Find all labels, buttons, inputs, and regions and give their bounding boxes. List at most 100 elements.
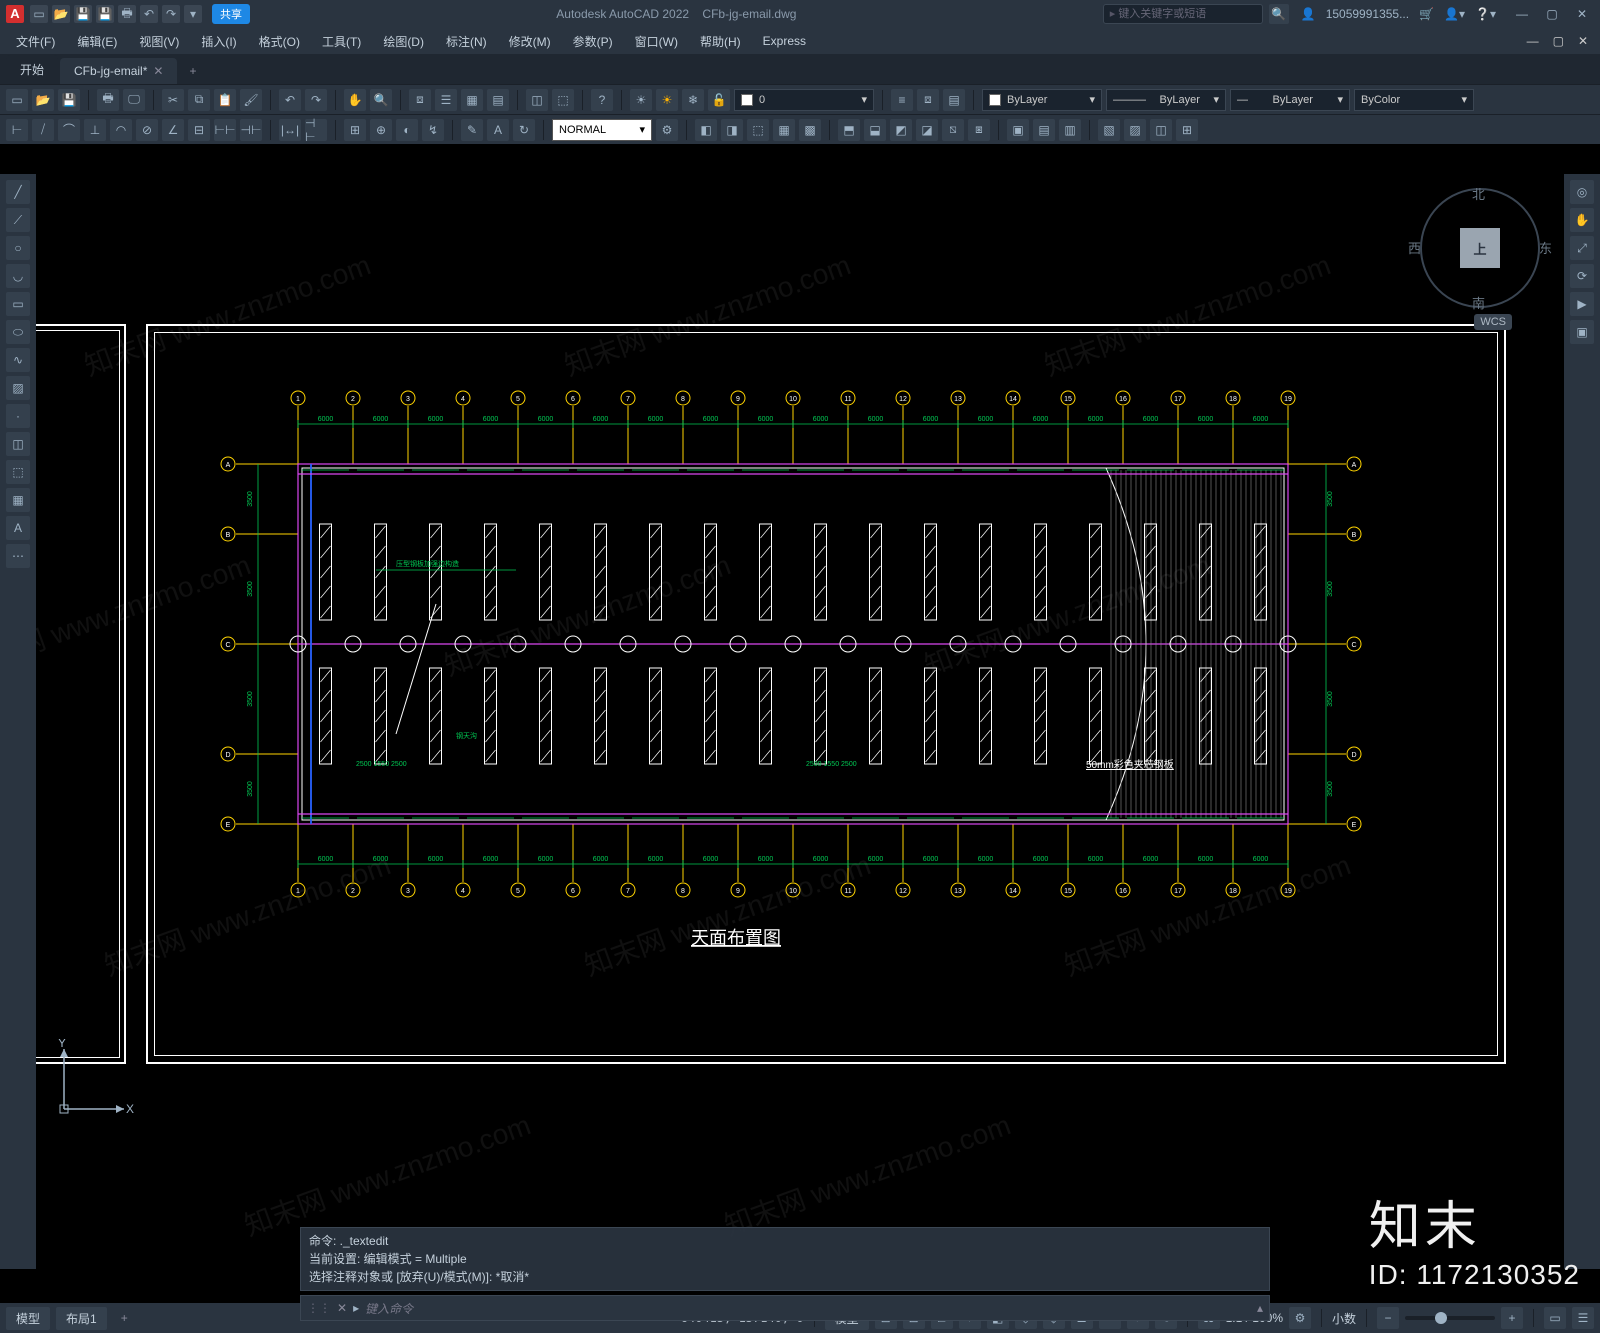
hatch-tool-icon[interactable]: ▨	[6, 376, 30, 400]
viewcube-w[interactable]: 西	[1408, 238, 1421, 257]
status-zoom-slider[interactable]	[1405, 1316, 1495, 1320]
et-1-icon[interactable]: ◧	[695, 119, 717, 141]
tb-preview-icon[interactable]: 🖵	[123, 89, 145, 111]
status-tab-model[interactable]: 模型	[6, 1307, 50, 1330]
menu-window[interactable]: 窗口(W)	[625, 29, 688, 54]
et-14-icon[interactable]: ▥	[1059, 119, 1081, 141]
tb-layer-lock-icon[interactable]: 🔓	[708, 89, 730, 111]
status-gear-icon[interactable]: ⚙	[1289, 1307, 1311, 1329]
nav-showmotion-icon[interactable]: ▶	[1570, 292, 1594, 316]
tab-start[interactable]: 开始	[6, 55, 58, 84]
dim-arc-icon[interactable]: ⌒	[58, 119, 80, 141]
tab-add-button[interactable]: +	[179, 58, 206, 84]
et-18-icon[interactable]: ⊞	[1176, 119, 1198, 141]
tb-print-icon[interactable]: 🖶	[97, 89, 119, 111]
tb-layer-mgr-icon[interactable]: ☀	[630, 89, 652, 111]
doc-max-icon[interactable]: ▢	[1547, 34, 1570, 48]
et-9-icon[interactable]: ◪	[916, 119, 938, 141]
tb-layeriso-icon[interactable]: ⧈	[917, 89, 939, 111]
dimstyle-mgr-icon[interactable]: ⚙	[656, 119, 678, 141]
dim-quick-icon[interactable]: ⊟	[188, 119, 210, 141]
cmd-grip-icon[interactable]: ⋮⋮	[307, 1301, 331, 1315]
et-2-icon[interactable]: ◨	[721, 119, 743, 141]
dim-center-icon[interactable]: ⊕	[370, 119, 392, 141]
dim-ordinate-icon[interactable]: ⊥	[84, 119, 106, 141]
et-8-icon[interactable]: ◩	[890, 119, 912, 141]
more-tool-icon[interactable]: ⋯	[6, 544, 30, 568]
line-tool-icon[interactable]: ╱	[6, 180, 30, 204]
tb-cut-icon[interactable]: ✂	[162, 89, 184, 111]
viewcube-s[interactable]: 南	[1472, 293, 1485, 312]
status-units[interactable]: 小数	[1332, 1310, 1356, 1327]
maximize-icon[interactable]: ▢	[1540, 7, 1564, 21]
spline-tool-icon[interactable]: ∿	[6, 348, 30, 372]
tb-open-icon[interactable]: 📂	[32, 89, 54, 111]
user-icon[interactable]: 👤	[1301, 7, 1316, 21]
lineweight-combo[interactable]: —ByLayer▾	[1230, 89, 1350, 111]
cart-icon[interactable]: 🛒	[1419, 7, 1434, 21]
color-combo[interactable]: ByLayer▾	[982, 89, 1102, 111]
dim-edit-icon[interactable]: ✎	[461, 119, 483, 141]
linetype-combo[interactable]: ———ByLayer▾	[1106, 89, 1226, 111]
region-tool-icon[interactable]: ⬚	[6, 460, 30, 484]
tb-props-icon[interactable]: ☰	[435, 89, 457, 111]
tb-new-icon[interactable]: ▭	[6, 89, 28, 111]
apps-icon[interactable]: 👤▾	[1444, 7, 1465, 21]
tb-redo-icon[interactable]: ↷	[305, 89, 327, 111]
block-tool-icon[interactable]: ◫	[6, 432, 30, 456]
dim-diameter-icon[interactable]: ⊘	[136, 119, 158, 141]
tb-layerstate-icon[interactable]: ▤	[943, 89, 965, 111]
layer-combo[interactable]: 0▾	[734, 89, 874, 111]
tb-block-icon[interactable]: ◫	[526, 89, 548, 111]
qat-redo-icon[interactable]: ↷	[162, 5, 180, 23]
rectangle-tool-icon[interactable]: ▭	[6, 292, 30, 316]
dim-jog-icon[interactable]: ↯	[422, 119, 444, 141]
viewcube-n[interactable]: 北	[1472, 184, 1485, 203]
menu-tools[interactable]: 工具(T)	[312, 29, 371, 54]
model-space[interactable]: 上 北 南 东 西 WCS 12345678910111213141516171…	[36, 174, 1600, 1269]
et-7-icon[interactable]: ⬓	[864, 119, 886, 141]
dim-radius-icon[interactable]: ◠	[110, 119, 132, 141]
menu-format[interactable]: 格式(O)	[249, 29, 310, 54]
qat-new-icon[interactable]: ▭	[30, 5, 48, 23]
qat-undo-icon[interactable]: ↶	[140, 5, 158, 23]
dim-linear-icon[interactable]: ⊢	[6, 119, 28, 141]
cmd-close-icon[interactable]: ✕	[337, 1301, 347, 1315]
tb-layers-icon[interactable]: ⧈	[409, 89, 431, 111]
status-zoomin-icon[interactable]: +	[1501, 1307, 1523, 1329]
menu-modify[interactable]: 修改(M)	[499, 29, 561, 54]
close-icon[interactable]: ✕	[1570, 7, 1594, 21]
viewcube[interactable]: 上 北 南 东 西	[1420, 188, 1540, 308]
menu-file[interactable]: 文件(F)	[6, 29, 65, 54]
et-11-icon[interactable]: ⧆	[968, 119, 990, 141]
et-17-icon[interactable]: ◫	[1150, 119, 1172, 141]
doc-close-icon[interactable]: ✕	[1572, 34, 1594, 48]
qat-plot-icon[interactable]: 🖶	[118, 5, 136, 23]
tb-copy-icon[interactable]: ⧉	[188, 89, 210, 111]
help-icon[interactable]: ❔▾	[1475, 7, 1496, 21]
cmd-input[interactable]: 键入命令	[365, 1300, 1251, 1317]
tb-match-icon[interactable]: 🖌	[240, 89, 262, 111]
qat-open-icon[interactable]: 📂	[52, 5, 70, 23]
dim-baseline-icon[interactable]: ⊢⊢	[214, 119, 236, 141]
et-3-icon[interactable]: ⬚	[747, 119, 769, 141]
et-16-icon[interactable]: ▨	[1124, 119, 1146, 141]
search-icon[interactable]: 🔍	[1269, 4, 1289, 24]
user-name[interactable]: 15059991355...	[1326, 7, 1409, 21]
et-5-icon[interactable]: ▩	[799, 119, 821, 141]
viewcube-top-face[interactable]: 上	[1460, 228, 1500, 268]
tb-zoom-icon[interactable]: 🔍	[370, 89, 392, 111]
plotstyle-combo[interactable]: ByColor▾	[1354, 89, 1474, 111]
dim-continue-icon[interactable]: ⊣⊢	[240, 119, 262, 141]
nav-zoomext-icon[interactable]: ⤢	[1570, 236, 1594, 260]
dim-space-icon[interactable]: |↔|	[279, 119, 301, 141]
status-tab-add-icon[interactable]: +	[113, 1308, 136, 1328]
dim-tolerance-icon[interactable]: ⊞	[344, 119, 366, 141]
menu-edit[interactable]: 编辑(E)	[67, 29, 127, 54]
nav-views-icon[interactable]: ▣	[1570, 320, 1594, 344]
nav-orbit-icon[interactable]: ⟳	[1570, 264, 1594, 288]
viewcube-e[interactable]: 东	[1539, 238, 1552, 257]
et-15-icon[interactable]: ▧	[1098, 119, 1120, 141]
qat-saveas-icon[interactable]: 💾	[96, 5, 114, 23]
et-12-icon[interactable]: ▣	[1007, 119, 1029, 141]
